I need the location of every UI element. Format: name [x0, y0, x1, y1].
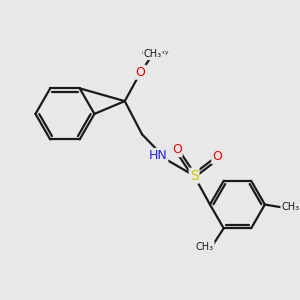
Text: CH₃: CH₃ [281, 202, 299, 212]
Text: HN: HN [148, 149, 167, 162]
Text: CH₃: CH₃ [196, 242, 214, 251]
Text: CH₃: CH₃ [144, 49, 162, 59]
Text: S: S [190, 169, 199, 183]
Text: methoxy: methoxy [141, 50, 169, 55]
Text: O: O [212, 150, 222, 164]
Text: O: O [136, 66, 146, 79]
Text: O: O [172, 143, 182, 156]
